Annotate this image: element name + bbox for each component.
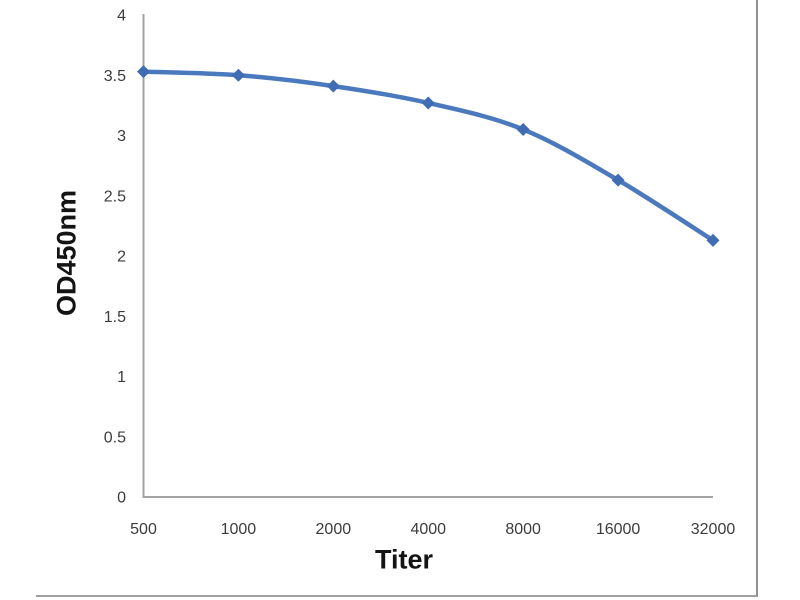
data-point-marker (231, 68, 245, 82)
data-point-marker (421, 96, 435, 110)
y-tick-label: 1.5 (104, 309, 126, 326)
data-point-marker (516, 122, 530, 136)
y-tick-label: 4 (117, 8, 126, 25)
x-tick-label: 16000 (596, 521, 641, 538)
y-tick-label: 0 (117, 490, 126, 507)
x-tick-label: 500 (130, 521, 157, 538)
data-point-marker (137, 65, 150, 79)
y-axis-title: OD450nm (51, 189, 82, 317)
y-tick-label: 2.5 (104, 188, 126, 205)
x-tick-label: 2000 (316, 521, 352, 538)
x-tick-label: 1000 (221, 521, 257, 538)
data-point-marker (611, 173, 625, 187)
x-tick-label: 4000 (410, 521, 446, 538)
y-tick-label: 3.5 (104, 68, 126, 85)
data-point-marker (706, 233, 720, 247)
y-tick-label: 1 (117, 369, 126, 386)
y-tick-label: 3 (117, 128, 126, 145)
x-tick-label: 32000 (691, 521, 736, 538)
data-point-marker (326, 79, 340, 93)
y-tick-label: 0.5 (104, 429, 126, 446)
x-axis-title: Titer (374, 544, 434, 575)
x-tick-label: 8000 (505, 521, 541, 538)
y-tick-label: 2 (117, 249, 126, 266)
